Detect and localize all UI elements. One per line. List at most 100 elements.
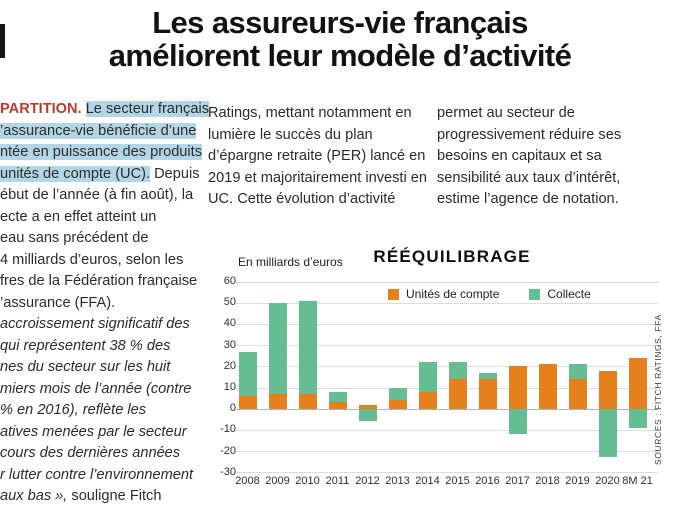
- text-line: unités de compte (UC). Depuis: [0, 164, 207, 186]
- x-axis-tick-label: 2008: [235, 475, 260, 487]
- text-segment: ntée en puissance des produits: [0, 144, 203, 160]
- y-axis-tick-label: -20: [220, 444, 236, 457]
- text-segment: eau sans précédent de: [0, 230, 149, 246]
- text-segment: miers mois de l’année (contre: [0, 380, 192, 397]
- text-line: estime l’agence de notation.: [437, 191, 619, 207]
- x-axis-tick-label: 2016: [475, 475, 500, 487]
- bar-unites-de-compte: [358, 404, 377, 409]
- bar-unites-de-compte: [418, 391, 437, 409]
- text-line: accroissement significatif des: [0, 314, 207, 336]
- chart-legend: Unités de compte Collecte: [388, 287, 591, 301]
- y-axis-tick-label: -10: [220, 423, 236, 436]
- y-axis-tick-label: 50: [223, 296, 236, 309]
- article-column-middle: Ratings, mettant notamment en lumière le …: [208, 103, 432, 211]
- text-line: % en 2016), reflète les: [0, 400, 207, 422]
- text-line: permet au secteur de: [437, 105, 575, 121]
- bar-unites-de-compte: [328, 402, 347, 409]
- text-line: progressivement réduire ses: [437, 126, 622, 143]
- y-axis-tick-label: 10: [223, 381, 236, 393]
- text-segment: fres de la Fédération française: [0, 273, 198, 289]
- x-axis-tick-label: 2015: [445, 475, 470, 487]
- y-axis-tick-label: 60: [223, 275, 236, 287]
- text-line: d’épargne retraite (PER) lancé en: [208, 148, 426, 164]
- text-line: cours des dernières années: [0, 443, 207, 465]
- chart-source: SOURCES : FITCH RATINGS, FFA: [653, 314, 663, 466]
- x-axis-tick-label: 8M 21: [622, 475, 653, 487]
- text-line: besoins en capitaux et sa: [437, 148, 602, 164]
- text-line: ntée en puissance des produits: [0, 142, 207, 164]
- text-segment: ecte a en effet atteint un: [0, 208, 157, 225]
- gridline: [236, 451, 658, 453]
- text-line: sensibilité aux taux d’intérêt,: [437, 169, 621, 186]
- headline-line-1: Les assureurs-vie français: [152, 5, 528, 40]
- bar-unites-de-compte: [238, 396, 257, 409]
- text-segment: % en 2016), reflète les: [0, 402, 147, 418]
- text-line: qui représentent 38 % des: [0, 336, 207, 358]
- bar-unites-de-compte: [478, 379, 497, 409]
- legend-label: Collecte: [547, 287, 591, 301]
- bar-unites-de-compte: [598, 370, 617, 409]
- legend-swatch: [529, 288, 541, 300]
- gridline: [236, 323, 658, 325]
- text-segment: PARTITION.: [0, 101, 82, 117]
- bar-collecte: [358, 408, 377, 422]
- text-line: nes du secteur sur les huit: [0, 357, 207, 379]
- legend-item: Collecte: [529, 287, 591, 301]
- text-line: UC. Cette évolution d’activité: [208, 191, 396, 207]
- x-axis-tick-label: 2019: [565, 475, 590, 487]
- bar-unites-de-compte: [268, 393, 287, 409]
- text-line: r lutter contre l’environnement: [0, 465, 207, 487]
- text-line: ébut de l’année (à fin août), la: [0, 185, 207, 207]
- y-axis-tick-label: 0: [229, 402, 236, 415]
- x-axis-tick-label: 2017: [505, 475, 530, 487]
- x-axis-tick-label: 2013: [385, 475, 410, 487]
- bar-collecte: [508, 408, 527, 435]
- legend-label: Unités de compte: [406, 287, 500, 301]
- text-segment: souligne Fitch: [67, 488, 162, 504]
- gridline: [236, 408, 658, 410]
- text-segment: aux bas »,: [0, 488, 68, 504]
- headline-line-2: améliorent leur modèle d’activité: [108, 38, 572, 74]
- chart-plot: 60 50 40 30 20 10 0 -10 -20 -30 2008 2009 2010 2011 20…: [212, 243, 662, 508]
- x-axis-tick-label: 2014: [415, 475, 440, 487]
- bar-collecte: [478, 372, 497, 380]
- text-segment: 4 milliards d’euros, selon les: [0, 251, 184, 268]
- x-axis-tick-label: 2010: [295, 475, 320, 487]
- text-segment: ’assurance (FFA).: [0, 294, 116, 311]
- gridline: [236, 366, 658, 368]
- gridline: [236, 281, 658, 283]
- bar-collecte: [328, 391, 347, 403]
- text-line: ’assurance-vie bénéficie d’une: [0, 121, 207, 143]
- text-line: fres de la Fédération française: [0, 271, 207, 293]
- text-segment: Le secteur français: [85, 101, 209, 117]
- bar-unites-de-compte: [448, 379, 467, 409]
- text-segment: ’assurance-vie bénéficie d’une: [0, 122, 197, 139]
- legend-item: Unités de compte: [388, 287, 499, 301]
- gridline: [236, 387, 658, 389]
- text-line: 2019 et majoritairement investi en: [208, 169, 428, 186]
- bar-collecte: [628, 408, 647, 428]
- gridline: [236, 345, 658, 347]
- text-segment: nes du secteur sur les huit: [0, 359, 171, 375]
- text-segment: accroissement significatif des: [0, 316, 190, 332]
- x-axis-tick-label: 2018: [535, 475, 560, 487]
- bar-collecte: [598, 408, 617, 458]
- gridline: [236, 429, 658, 431]
- text-line: eau sans précédent de: [0, 228, 207, 250]
- bar-unites-de-compte: [628, 357, 647, 409]
- x-axis-tick-label: 2020: [595, 475, 620, 487]
- bar-unites-de-compte: [388, 400, 407, 409]
- chart-title: RÉÉQUILIBRAGE: [373, 247, 531, 266]
- y-axis-tick-label: 20: [223, 359, 236, 372]
- y-axis-tick-label: -30: [220, 465, 236, 478]
- y-axis-tick-label: 30: [223, 338, 236, 351]
- text-segment: qui représentent 38 % des: [0, 337, 171, 354]
- text-segment: cours des dernières années: [0, 445, 181, 461]
- text-line: miers mois de l’année (contre: [0, 379, 207, 401]
- bar-collecte: [238, 351, 257, 396]
- text-line: PARTITION. Le secteur français: [0, 99, 209, 121]
- bar-unites-de-compte: [298, 393, 317, 409]
- bar-collecte: [448, 362, 467, 380]
- text-line: atives menées par le secteur: [0, 422, 207, 444]
